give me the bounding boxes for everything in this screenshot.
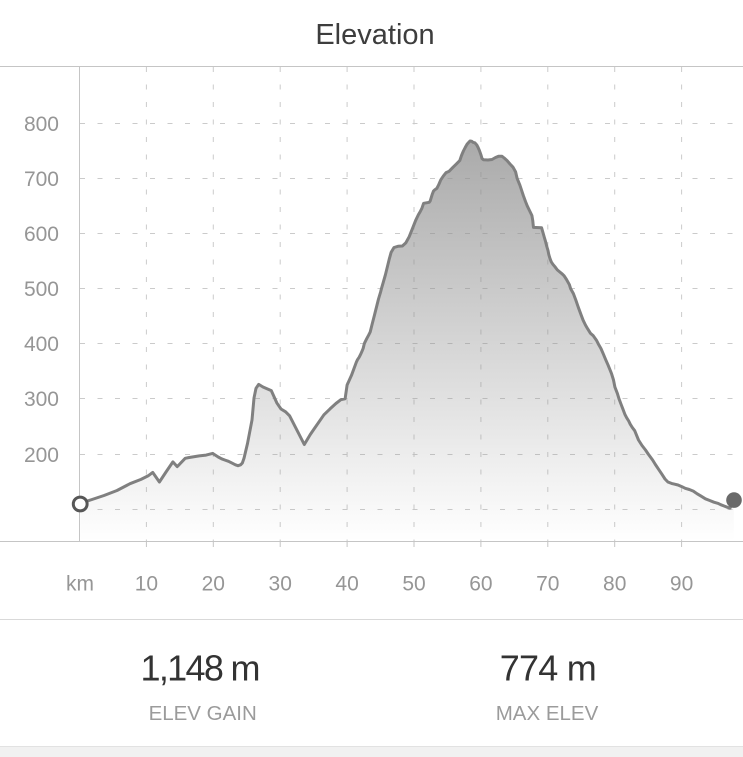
svg-text:90: 90 xyxy=(670,573,693,596)
svg-text:20: 20 xyxy=(202,573,225,596)
svg-text:200: 200 xyxy=(24,444,59,467)
svg-text:30: 30 xyxy=(269,573,292,596)
svg-text:50: 50 xyxy=(402,573,425,596)
svg-text:1,148 m: 1,148 m xyxy=(141,648,261,689)
svg-text:500: 500 xyxy=(24,278,59,301)
svg-text:ELEV GAIN: ELEV GAIN xyxy=(149,702,257,725)
svg-text:10: 10 xyxy=(135,573,158,596)
svg-text:300: 300 xyxy=(24,388,59,411)
svg-text:60: 60 xyxy=(469,573,492,596)
svg-text:MAX ELEV: MAX ELEV xyxy=(496,702,599,725)
svg-text:774 m: 774 m xyxy=(500,648,597,689)
svg-text:600: 600 xyxy=(24,223,59,246)
svg-text:km: km xyxy=(66,573,94,596)
svg-text:80: 80 xyxy=(603,573,626,596)
svg-text:Elevation: Elevation xyxy=(315,19,434,51)
svg-text:800: 800 xyxy=(24,113,59,136)
svg-text:400: 400 xyxy=(24,333,59,356)
svg-text:40: 40 xyxy=(335,573,358,596)
svg-text:70: 70 xyxy=(536,573,559,596)
svg-text:700: 700 xyxy=(24,168,59,191)
